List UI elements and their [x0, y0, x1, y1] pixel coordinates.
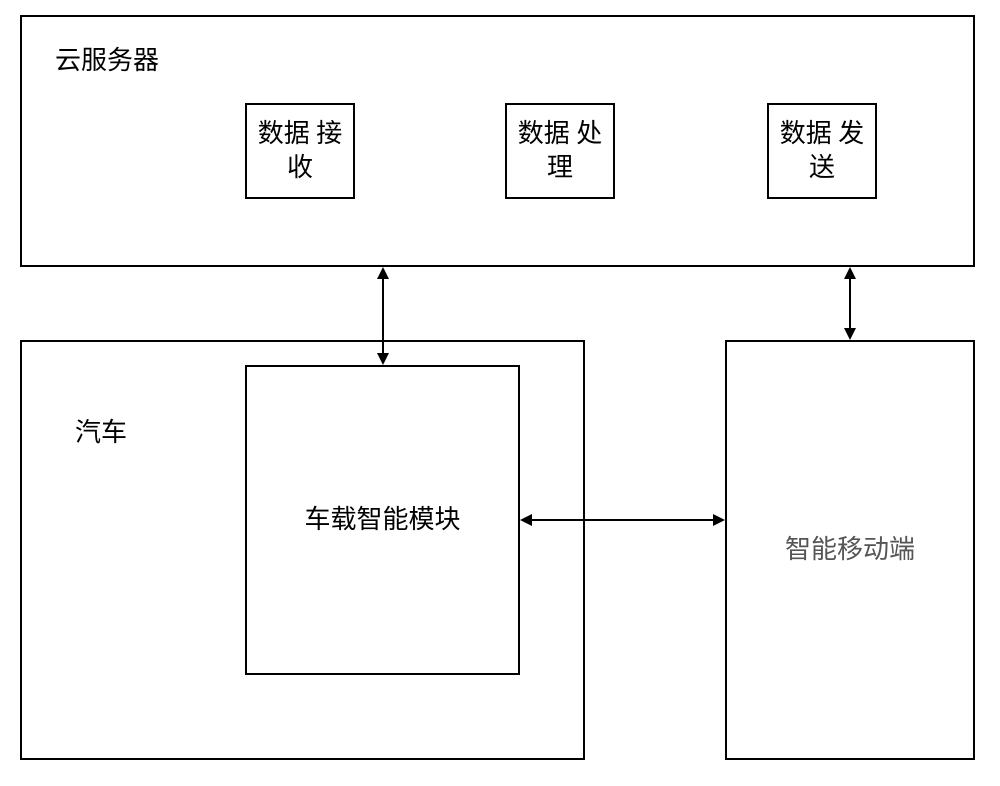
onboard-module-label: 车载智能模块 [304, 503, 460, 537]
data-process-label: 数据 处理 [507, 117, 613, 185]
data-send-box: 数据 发送 [767, 103, 877, 199]
cloud-server-label: 云服务器 [55, 40, 159, 77]
data-process-box: 数据 处理 [505, 103, 615, 199]
data-receive-label: 数据 接收 [247, 117, 353, 185]
arrow-cloud-mobile [840, 267, 860, 342]
arrow-onboard-mobile [520, 510, 727, 530]
smart-mobile-label: 智能移动端 [785, 533, 915, 567]
arrow-cloud-onboard [373, 267, 393, 367]
car-label: 汽车 [75, 412, 127, 449]
data-send-label: 数据 发送 [769, 117, 875, 185]
smart-mobile-box: 智能移动端 [725, 340, 975, 760]
data-receive-box: 数据 接收 [245, 103, 355, 199]
onboard-module-box: 车载智能模块 [245, 365, 520, 675]
